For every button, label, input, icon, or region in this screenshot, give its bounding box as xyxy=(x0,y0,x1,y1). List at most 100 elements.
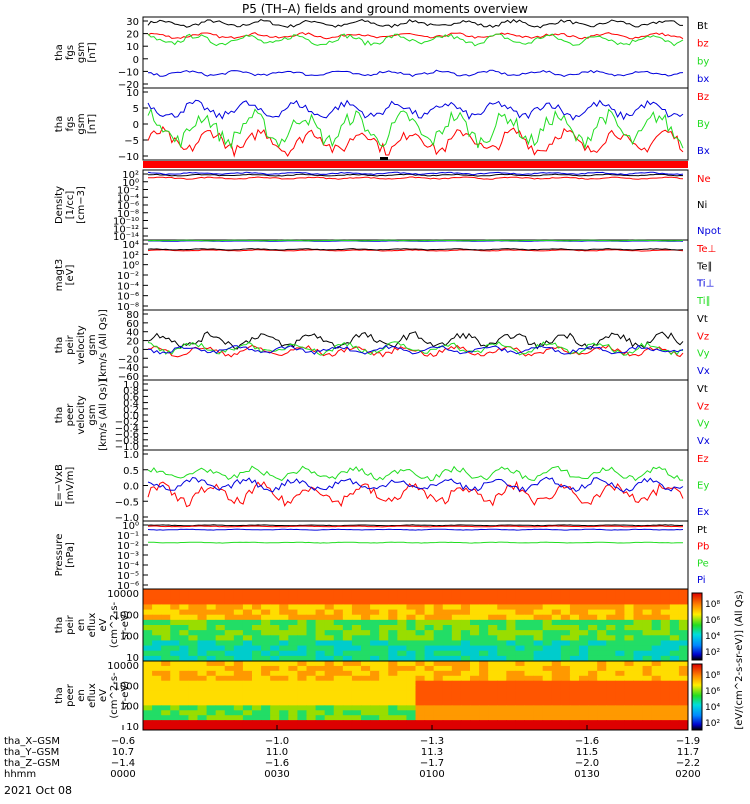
heatmap-cell xyxy=(660,725,671,731)
heatmap-cell xyxy=(470,710,480,716)
series-line-Vz xyxy=(148,344,684,358)
heatmap-cell xyxy=(479,609,489,616)
heatmap-cell xyxy=(551,705,562,711)
heatmap-cell xyxy=(233,589,244,595)
heatmap-cell xyxy=(642,665,653,672)
legend-Vx: Vx xyxy=(697,436,710,447)
heatmap-cell xyxy=(306,625,317,631)
y-axis-label-line: Pressure xyxy=(54,534,65,577)
heatmap-cell xyxy=(579,675,589,682)
heatmap-cell xyxy=(651,599,662,605)
heatmap-cell xyxy=(297,680,307,687)
heatmap-cell xyxy=(252,655,262,662)
heatmap-cell xyxy=(615,710,625,716)
heatmap-cell xyxy=(415,661,426,667)
heatmap-cell xyxy=(506,640,516,647)
heatmap-cell xyxy=(597,665,607,672)
heatmap-cell xyxy=(270,619,280,626)
heatmap-cell xyxy=(669,650,680,657)
heatmap-cell xyxy=(669,700,680,706)
ytick-label: 10 xyxy=(126,42,139,53)
xaxis-row-label: tha_Y–GSM xyxy=(4,747,59,758)
heatmap-cell xyxy=(651,695,662,701)
xaxis-tick-value: −2.2 xyxy=(676,758,700,769)
heatmap-cell xyxy=(660,594,671,600)
heatmap-cell xyxy=(560,589,571,595)
heatmap-cell xyxy=(515,614,525,621)
heatmap-cell xyxy=(479,640,489,647)
heatmap-cell xyxy=(424,685,435,692)
heatmap-cell xyxy=(479,680,489,687)
heatmap-cell xyxy=(633,640,644,647)
heatmap-cell xyxy=(533,700,544,706)
heatmap-cell xyxy=(233,720,244,726)
heatmap-cell xyxy=(224,725,235,731)
colorbar-tick-label: 10² xyxy=(705,648,720,658)
heatmap-cell xyxy=(479,589,489,595)
heatmap-cell xyxy=(678,589,689,595)
heatmap-cell xyxy=(397,685,407,692)
heatmap-cell xyxy=(215,589,226,595)
heatmap-cell xyxy=(588,690,598,696)
heatmap-cell xyxy=(297,589,307,595)
heatmap-cell xyxy=(669,619,680,626)
y-axis-label-line: velocity xyxy=(76,395,87,434)
heatmap-cell xyxy=(669,695,680,701)
heatmap-cell xyxy=(288,645,298,652)
heatmap-cell xyxy=(651,630,662,636)
heatmap-cell xyxy=(324,695,335,701)
heatmap-cell xyxy=(351,670,362,677)
heatmap-cell xyxy=(424,640,435,647)
heatmap-cell xyxy=(261,710,271,716)
heatmap-cell xyxy=(306,725,317,731)
y-axis-label-line: fgs xyxy=(65,116,76,131)
heatmap-cell xyxy=(252,594,262,600)
heatmap-cell xyxy=(333,625,344,631)
heatmap-cell xyxy=(588,599,598,605)
xaxis-tick-value: −1.6 xyxy=(575,736,599,747)
heatmap-cell xyxy=(442,661,453,667)
heatmap-cell xyxy=(678,725,689,731)
heatmap-cell xyxy=(306,720,317,726)
heatmap-cell xyxy=(415,720,426,726)
y-axis-label-line: peir xyxy=(65,614,76,634)
heatmap-cell xyxy=(233,604,244,611)
heatmap-cell xyxy=(261,675,271,682)
heatmap-cell xyxy=(470,720,480,726)
heatmap-cell xyxy=(188,725,198,731)
heatmap-cell xyxy=(479,725,489,731)
heatmap-cell xyxy=(261,655,271,662)
heatmap-cell xyxy=(506,645,516,652)
heatmap-cell xyxy=(606,661,616,667)
heatmap-cell xyxy=(297,705,307,711)
heatmap-cell xyxy=(515,661,525,667)
heatmap-cell xyxy=(161,650,171,657)
heatmap-cell xyxy=(197,594,208,600)
heatmap-cell xyxy=(506,625,516,631)
heatmap-cell xyxy=(179,705,189,711)
heatmap-cell xyxy=(233,665,244,672)
heatmap-cell xyxy=(179,680,189,687)
heatmap-cell xyxy=(560,635,571,641)
heatmap-cell xyxy=(270,661,280,667)
heatmap-cell xyxy=(588,725,598,731)
heatmap-cell xyxy=(288,640,298,647)
heatmap-cell xyxy=(433,650,444,657)
heatmap-cell xyxy=(215,710,226,716)
heatmap-cell xyxy=(497,720,507,726)
heatmap-cell xyxy=(560,604,571,611)
heatmap-cell xyxy=(542,640,553,647)
heatmap-cell xyxy=(397,604,407,611)
heatmap-cell xyxy=(533,665,544,672)
legend-Ni: Ni xyxy=(697,200,707,211)
heatmap-cell xyxy=(306,665,317,672)
heatmap-cell xyxy=(460,725,471,731)
heatmap-cell xyxy=(279,661,289,667)
xaxis-tick-value: −1.3 xyxy=(420,736,444,747)
y-axis-label: thapeirvelocitygsm[km/s (All Qs)] xyxy=(54,309,109,381)
y-axis-label-line: tha xyxy=(54,116,65,132)
heatmap-cell xyxy=(188,720,198,726)
heatmap-cell xyxy=(270,594,280,600)
heatmap-cell xyxy=(215,700,226,706)
ytick-label: 0.6 xyxy=(123,392,139,403)
